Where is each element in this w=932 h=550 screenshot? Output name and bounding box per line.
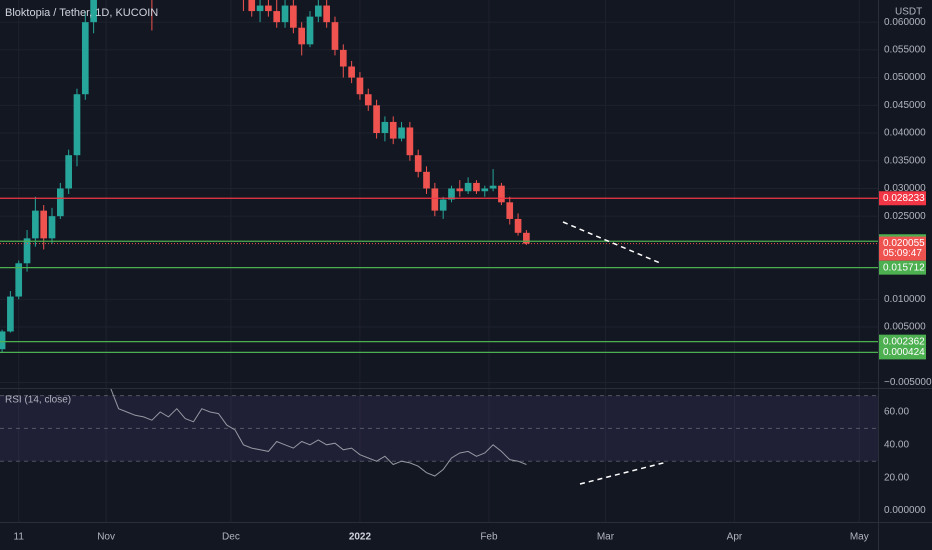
candle-body: [439, 199, 447, 211]
level-label-box: [879, 191, 926, 206]
candle-body: [398, 127, 405, 139]
y-tick-label: 0.040000: [884, 128, 926, 139]
level-label: 0.002362: [883, 336, 925, 347]
y-tick-label: 0.010000: [884, 294, 926, 305]
y-tick-label: 0.045000: [884, 100, 926, 111]
rsi-line: [110, 389, 527, 477]
candle-body: [339, 49, 347, 67]
x-tick-label: 11: [14, 532, 25, 543]
candle-body: [448, 188, 455, 200]
candle-body: [331, 22, 339, 50]
candle-body: [298, 27, 306, 45]
candle-body: [414, 155, 422, 172]
y-tick-label: 20.00: [884, 472, 909, 483]
candle-body: [265, 5, 272, 12]
rsi-title: RSI (14, close): [5, 395, 71, 406]
level-label: 0.028233: [883, 193, 925, 204]
candle-body: [81, 22, 89, 95]
candle-body: [523, 232, 530, 244]
rsi-pane: [110, 389, 527, 477]
candle-body: [348, 66, 355, 78]
trend-line: [579, 461, 668, 485]
candle-body: [423, 171, 430, 189]
candle-body: [406, 127, 414, 156]
countdown: 05:09:47: [883, 248, 922, 259]
candle-body: [506, 202, 514, 219]
y-tick-label: 0.005000: [884, 322, 926, 333]
x-tick-label: Mar: [597, 532, 615, 543]
x-tick-label: Feb: [480, 532, 498, 543]
candle-body: [7, 296, 14, 332]
candle-body: [0, 331, 6, 350]
y-tick-label: 0.050000: [884, 72, 926, 83]
candle-body: [32, 210, 39, 239]
candle-body: [489, 185, 497, 189]
candle-body: [481, 188, 489, 192]
candle-body: [90, 0, 97, 23]
level-label-box: [879, 334, 926, 349]
candle-body: [57, 188, 64, 217]
candle-body: [15, 263, 23, 297]
y-tick-label: 40.00: [884, 439, 909, 450]
y-tick-label: 0.030000: [884, 183, 926, 194]
x-tick-label: Dec: [222, 532, 240, 543]
candle-body: [389, 121, 397, 139]
candle-body: [364, 94, 372, 106]
candle-body: [73, 94, 81, 156]
y-tick-label: 0.060000: [884, 17, 926, 28]
candle-body: [381, 121, 389, 134]
y-tick-label: 0.055000: [884, 45, 926, 56]
candle-body: [65, 155, 72, 189]
candle-body: [473, 182, 480, 192]
candle-body: [273, 11, 281, 23]
candle-body: [464, 182, 472, 192]
candle-body: [373, 105, 380, 134]
rsi-band: [0, 395, 878, 462]
grid: [0, 0, 878, 522]
x-tick-label: Nov: [97, 532, 115, 543]
candle-body: [323, 5, 330, 23]
x-tick-label: 2022: [349, 532, 372, 543]
level-label: 0.015712: [883, 262, 925, 273]
last-price-label: 0.020055: [883, 238, 925, 249]
candle-body: [356, 77, 364, 95]
levels: [0, 197, 878, 353]
candle-body: [431, 188, 439, 211]
axes: 11 Nov Dec 2022 Feb Mar Apr May −0.005000 0.00500…: [14, 17, 932, 543]
chart-title: Bloktopia / Tether, 1D, KUCOIN: [5, 7, 158, 19]
last-price-box: [879, 236, 926, 261]
level-label-box: [879, 345, 926, 360]
x-tick-label: May: [850, 532, 869, 543]
candle-body: [290, 5, 297, 28]
candle-body: [498, 185, 505, 203]
candle-body: [514, 218, 522, 233]
candle-body: [256, 5, 264, 12]
candle-body: [248, 0, 256, 12]
candle-body: [23, 238, 31, 264]
candles: [0, 0, 530, 354]
candle-body: [281, 5, 289, 23]
candle-body: [40, 210, 48, 239]
y-tick-label: 0.035000: [884, 155, 926, 166]
candle-body: [314, 5, 322, 17]
currency: USDT: [895, 7, 922, 18]
candle-body: [48, 216, 56, 239]
candle-body: [306, 16, 314, 45]
level-label-box: [879, 260, 926, 275]
y-tick-label: 0.000000: [884, 505, 926, 516]
y-tick-label: −0.005000: [884, 377, 932, 388]
y-tick-label: 0.025000: [884, 211, 926, 222]
candle-body: [456, 188, 464, 192]
x-tick-label: Apr: [727, 532, 743, 543]
y-tick-label: 60.00: [884, 407, 909, 418]
level-label: 0.000424: [883, 347, 925, 358]
